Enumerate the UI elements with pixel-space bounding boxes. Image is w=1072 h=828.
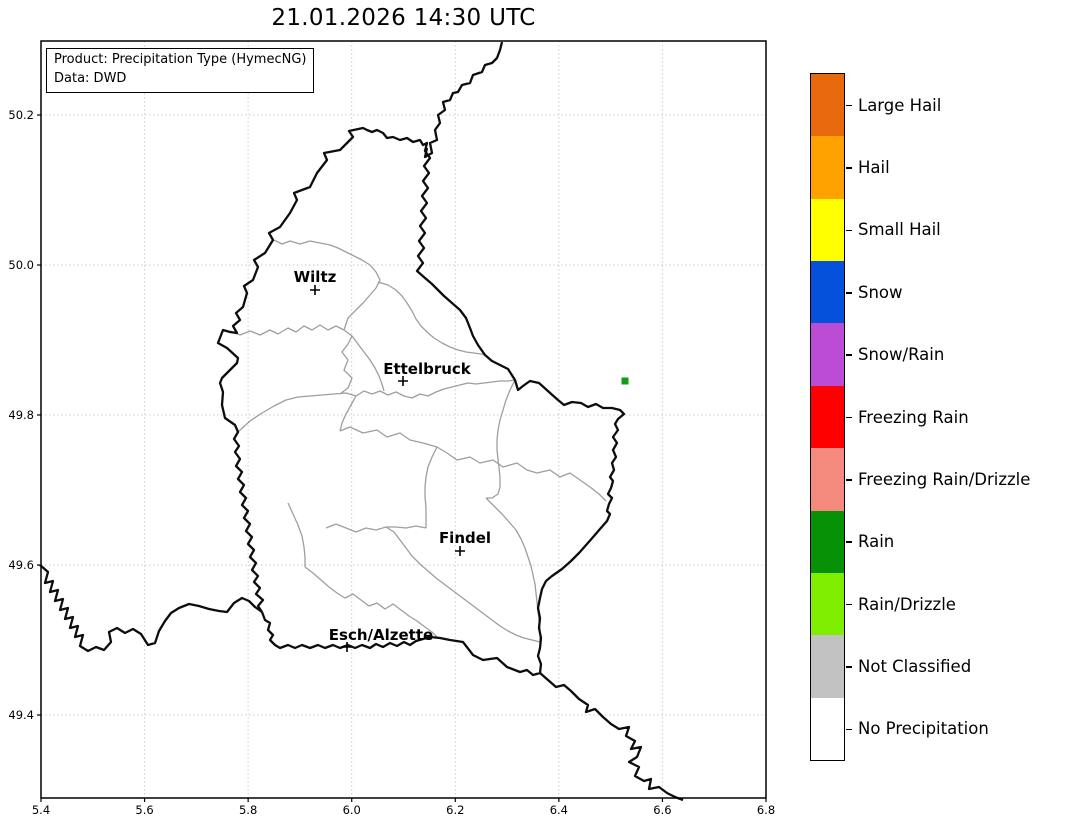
- x-tick-label: 6.2: [446, 803, 464, 817]
- legend-label: Rain/Drizzle: [858, 594, 956, 614]
- legend-label: Freezing Rain/Drizzle: [858, 469, 1031, 489]
- legend-tick-mark: [846, 479, 852, 481]
- legend-tick-mark: [846, 728, 852, 731]
- y-tick-label: 49.8: [8, 408, 34, 422]
- x-axis: 5.4 5.6 5.8 6.0 6.2 6.4 6.6 6.8: [32, 798, 775, 817]
- legend-label: Snow: [858, 282, 903, 302]
- x-tick-label: 6.0: [343, 803, 361, 817]
- legend-label: Large Hail: [858, 95, 942, 115]
- legend-tick-mark: [846, 603, 852, 606]
- legend-tick-mark: [846, 104, 852, 107]
- legend-tick-mark: [846, 291, 852, 294]
- city-label: Wiltz: [294, 268, 337, 286]
- legend-tick-mark: [846, 167, 852, 169]
- city-marker-cross: [310, 285, 320, 295]
- legend-swatch-snow-rain: [811, 323, 844, 386]
- product-info-line1: Product: Precipitation Type (HymecNG): [54, 52, 307, 67]
- product-info-box: Product: Precipitation Type (HymecNG) Da…: [46, 48, 315, 93]
- legend-swatch-snow: [811, 261, 844, 324]
- neighbor-country-borders: [39, 41, 684, 802]
- y-tick-label: 49.6: [8, 558, 34, 572]
- legend-tick-mark: [846, 229, 852, 232]
- city-label: Ettelbruck: [383, 360, 472, 378]
- x-tick-label: 5.4: [32, 803, 50, 817]
- legend-label: Small Hail: [858, 220, 941, 240]
- y-axis: 50.2 50.0 49.8 49.6 49.4: [8, 108, 41, 722]
- grid-lines: [40, 41, 767, 798]
- legend-swatch-rain: [811, 510, 844, 573]
- city-marker-cross: [342, 642, 352, 652]
- district-borders: [229, 239, 607, 643]
- legend-swatch-large-hail: [811, 74, 844, 137]
- plot-border: [40, 40, 767, 799]
- y-tick-label: 50.2: [8, 108, 34, 122]
- legend-colorbar: [810, 73, 845, 761]
- y-tick-label: 49.4: [8, 708, 34, 722]
- city-marker-cross: [398, 376, 408, 386]
- city-marker-layer: Wiltz Ettelbruck Findel Esch/Alzette: [294, 268, 491, 652]
- legend-tick-mark: [846, 416, 852, 419]
- legend-swatch-rain-drizzle: [811, 572, 844, 636]
- legend-tick-mark: [846, 541, 852, 544]
- legend-label: Hail: [858, 158, 890, 178]
- figure-title: 21.01.2026 14:30 UTC: [271, 5, 536, 31]
- country-border-luxembourg: [216, 126, 626, 677]
- legend-tick-mark: [846, 666, 852, 668]
- x-tick-label: 5.6: [135, 803, 153, 817]
- legend-label: Snow/Rain: [858, 345, 945, 365]
- legend-swatch-no-precipitation: [811, 697, 844, 760]
- legend-swatch-not-classified: [811, 635, 844, 698]
- legend-swatch-hail: [811, 136, 844, 199]
- legend-swatch-freezing-rain: [811, 385, 844, 449]
- legend-tick-mark: [846, 354, 852, 356]
- x-tick-label: 6.6: [653, 803, 671, 817]
- legend-label: Not Classified: [858, 656, 972, 676]
- x-tick-label: 5.8: [239, 803, 257, 817]
- legend-swatch-small-hail: [811, 198, 844, 262]
- y-tick-label: 50.0: [8, 258, 34, 272]
- precipitation-pixel-layer: [621, 377, 629, 385]
- city-label: Esch/Alzette: [329, 626, 433, 644]
- city-label: Findel: [439, 529, 491, 547]
- legend-label: No Precipitation: [858, 719, 989, 739]
- x-tick-label: 6.8: [757, 803, 775, 817]
- legend-label: Rain: [858, 532, 895, 552]
- legend-label: Freezing Rain: [858, 407, 969, 427]
- precipitation-pixel-rain: [621, 377, 629, 385]
- city-marker-cross: [455, 546, 465, 556]
- legend-swatch-freezing-rain-drizzle: [811, 448, 844, 511]
- product-info-line2: Data: DWD: [54, 70, 127, 86]
- x-tick-label: 6.4: [550, 803, 568, 817]
